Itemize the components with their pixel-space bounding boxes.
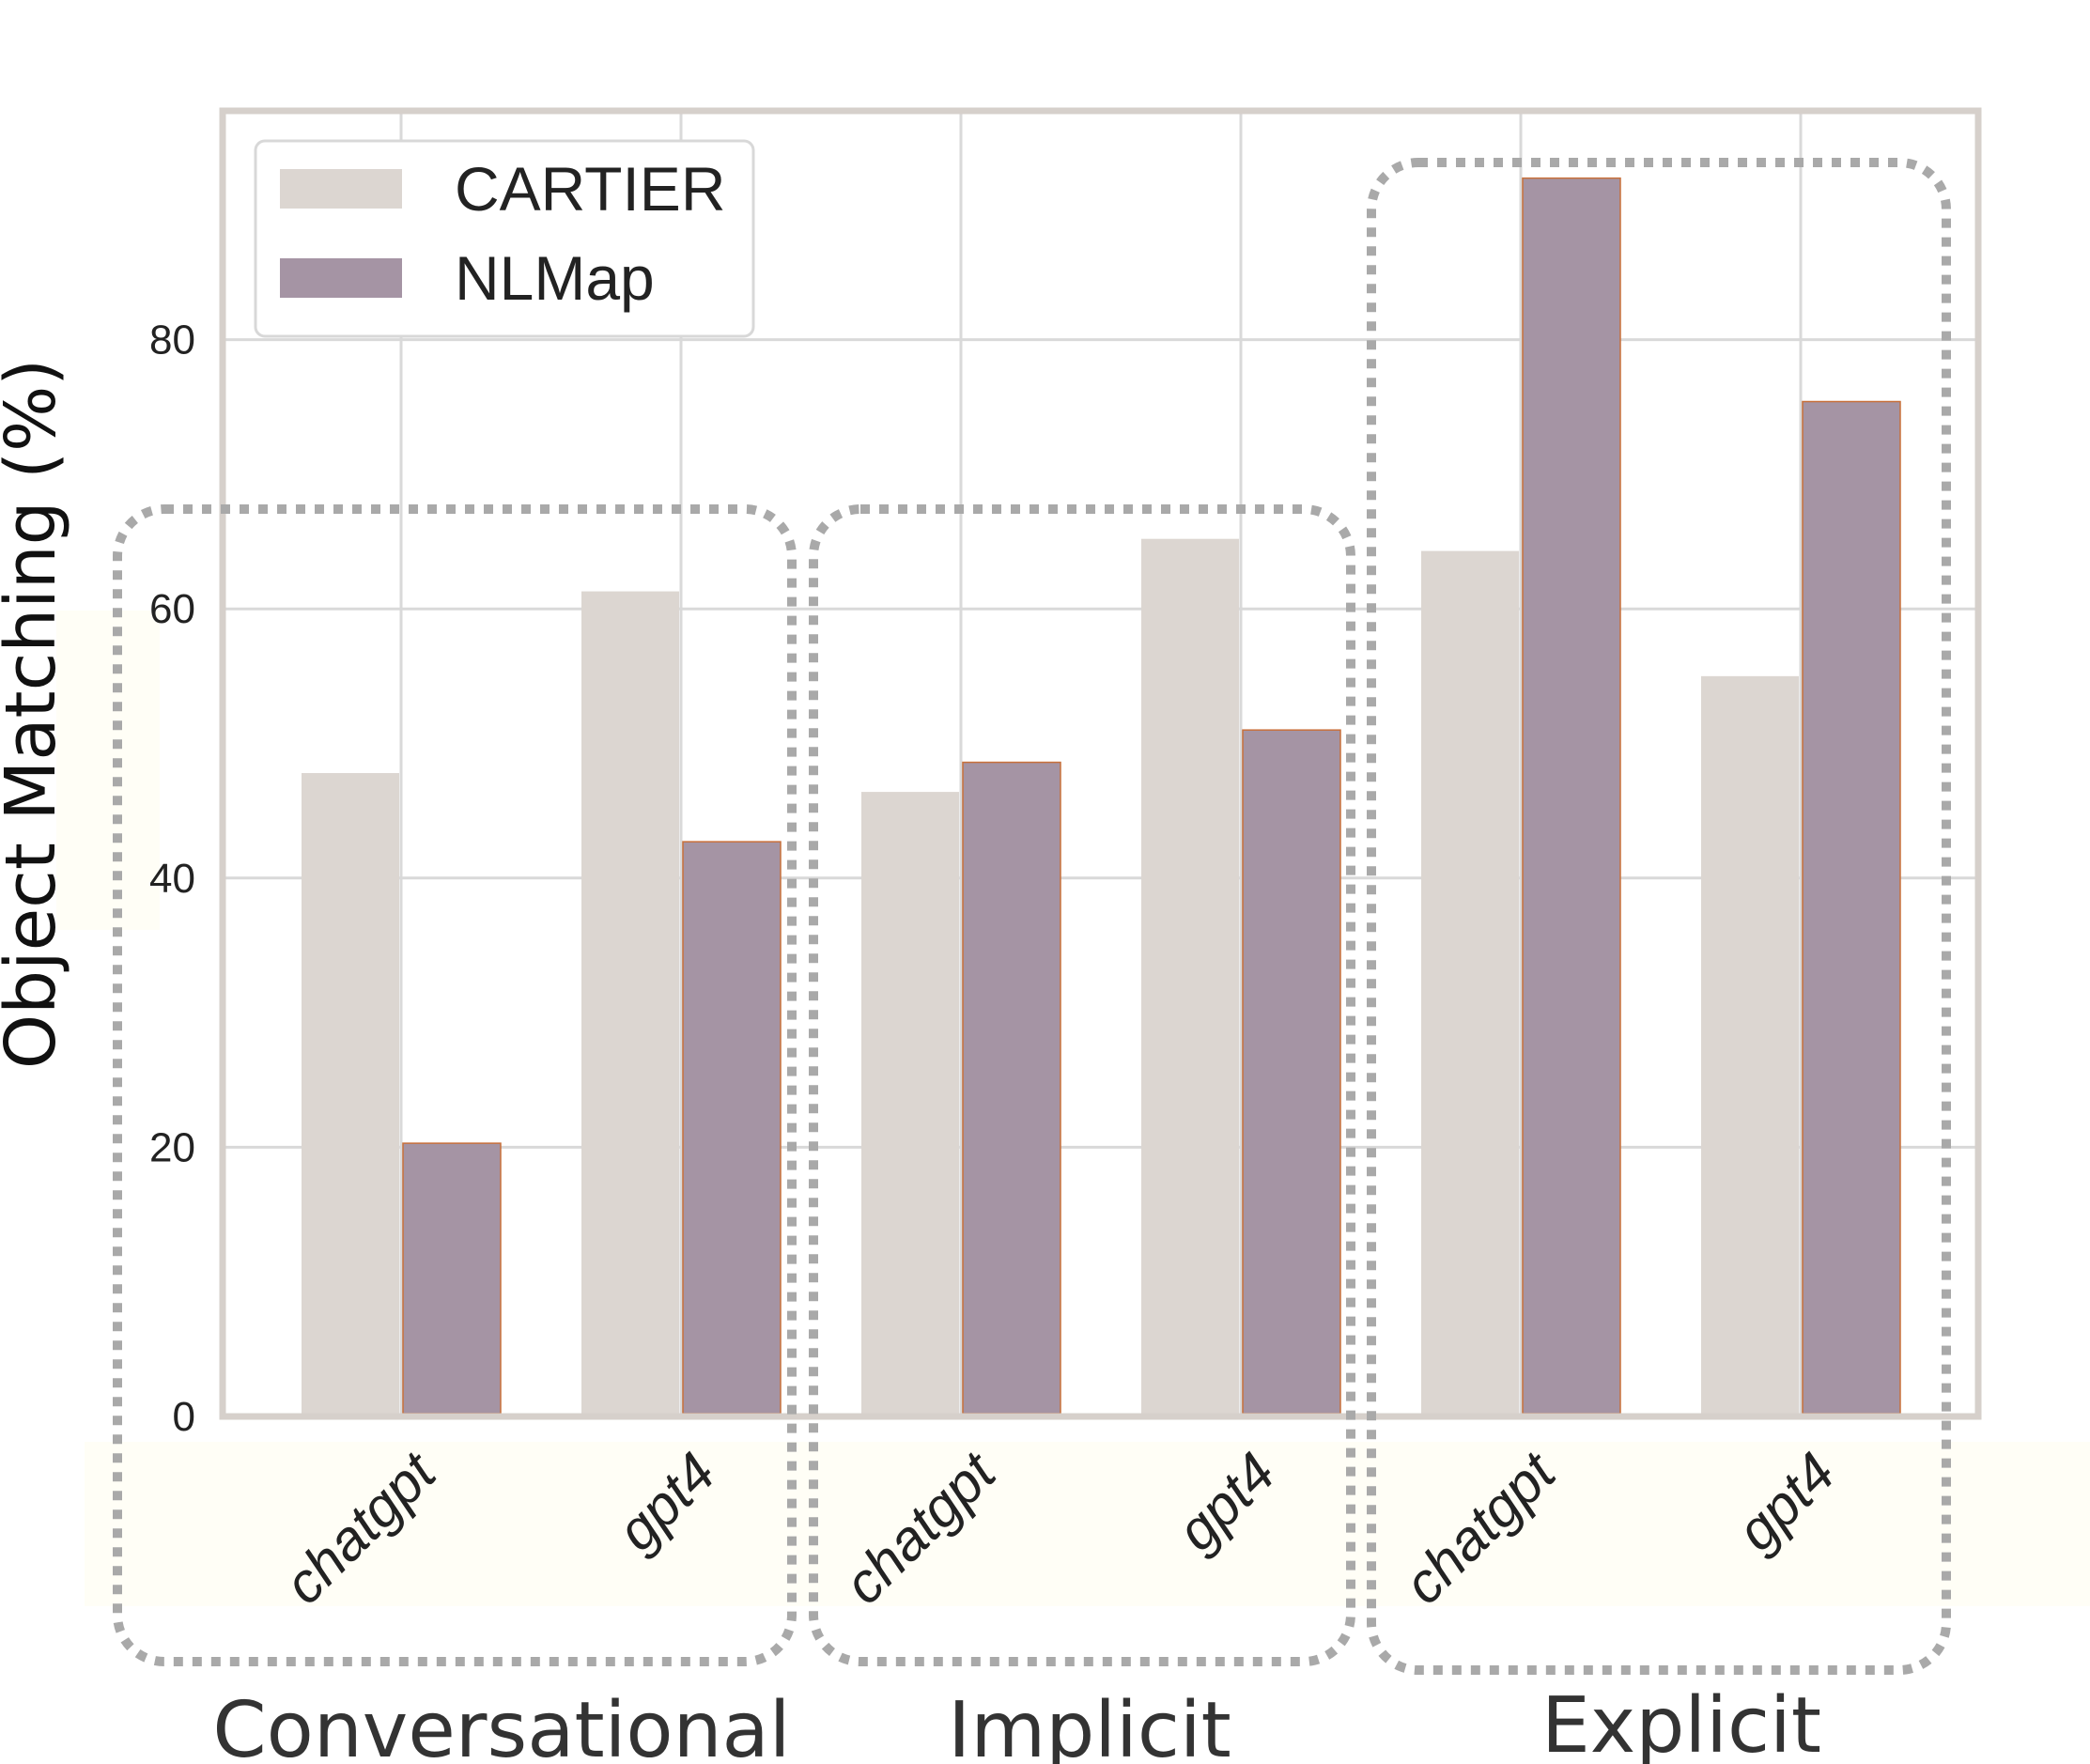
background-band xyxy=(85,1442,2090,1606)
legend-label-nlmap: NLMap xyxy=(455,243,655,313)
bars xyxy=(302,177,1901,1415)
legend: CARTIER NLMap xyxy=(254,139,755,338)
bar-nlmap-gpt4 xyxy=(682,841,782,1415)
bar-nlmap-gpt4 xyxy=(1802,400,1901,1415)
grid xyxy=(223,111,1978,1416)
legend-swatch-cartier xyxy=(280,169,402,209)
y-tick-label: 20 xyxy=(149,1124,195,1170)
bar-cartier-gpt4 xyxy=(1141,538,1239,1414)
background-band xyxy=(56,611,160,930)
group-box-explicit xyxy=(1367,158,1951,1675)
bar-cartier-chatgpt xyxy=(1421,550,1519,1414)
bar-nlmap-chatgpt xyxy=(402,1142,502,1415)
group-label-explicit: Explicit xyxy=(1541,1681,1821,1764)
y-tick-label: 0 xyxy=(173,1394,195,1440)
y-axis-ticks: 0 20 40 60 80 xyxy=(149,317,195,1440)
bar-nlmap-chatgpt xyxy=(962,761,1061,1415)
y-tick-label: 60 xyxy=(149,586,195,632)
plot-frame xyxy=(219,107,1982,1420)
legend-label-cartier: CARTIER xyxy=(455,154,726,224)
group-label-conversational: Conversational xyxy=(212,1686,790,1764)
y-tick-label: 80 xyxy=(149,317,195,364)
y-axis-label: Object Matching (%) xyxy=(0,359,71,1069)
bar-nlmap-chatgpt xyxy=(1522,177,1621,1415)
legend-swatch-nlmap xyxy=(280,258,402,298)
group-box-implicit xyxy=(809,504,1355,1666)
bar-cartier-chatgpt xyxy=(861,792,959,1414)
bar-nlmap-gpt4 xyxy=(1242,729,1341,1415)
group-labels: Conversational Implicit Explicit xyxy=(212,1681,1821,1764)
group-boxes xyxy=(113,158,1951,1675)
y-tick-label: 40 xyxy=(149,856,195,902)
group-label-implicit: Implicit xyxy=(948,1686,1231,1764)
bar-cartier-gpt4 xyxy=(1701,675,1799,1414)
bar-cartier-chatgpt xyxy=(302,773,399,1414)
group-box-conversational xyxy=(113,504,797,1666)
bar-cartier-gpt4 xyxy=(581,591,679,1414)
